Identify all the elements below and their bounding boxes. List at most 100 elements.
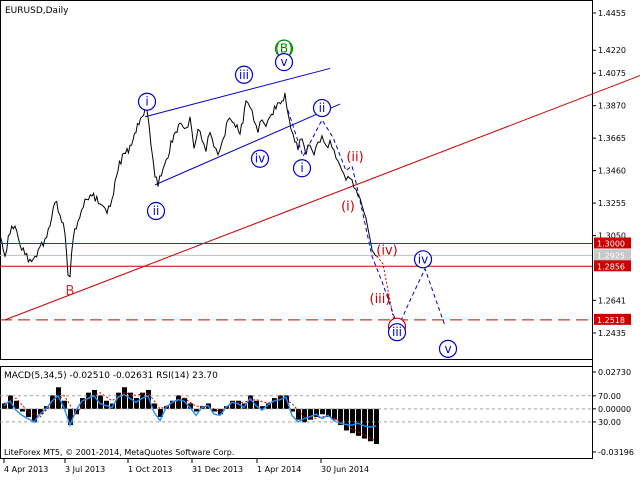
macd-bar [170, 400, 175, 409]
wave-circle [274, 53, 294, 72]
macd-bar [266, 403, 271, 409]
price-label-text: 1.2925 [597, 251, 625, 260]
macd-bar [236, 400, 241, 409]
wave-circle [438, 339, 458, 358]
indicator-tick-label: 30.00 [598, 418, 621, 427]
macd-bar [314, 408, 319, 417]
trendline-long-trend [4, 75, 640, 321]
price-series-layer [0, 92, 378, 278]
main-panel-frame [0, 0, 593, 360]
wave-text: i [300, 161, 303, 175]
macd-bar [338, 408, 343, 426]
price-label-box [594, 249, 631, 261]
wave-label-14: iii [387, 323, 407, 342]
macd-bar [272, 398, 277, 409]
price-tick-label: 1.3050 [598, 232, 626, 241]
macd-bar [212, 408, 217, 412]
price-tick-label: 1.4220 [598, 46, 626, 55]
chart-title: EURUSD,Daily [5, 6, 69, 16]
wave-circle [387, 323, 407, 342]
macd-bar [332, 408, 337, 420]
macd-bar [230, 400, 235, 409]
indicator-header: MACD(5,34,5) -0.02510 -0.02631 RSI(14) 2… [4, 371, 218, 381]
wave-text: (i) [341, 199, 355, 214]
macd-bar [68, 408, 73, 426]
wave-text: B [66, 284, 75, 299]
macd-bar [128, 392, 133, 409]
price-tick-label: 1.2641 [598, 296, 626, 305]
indicator-tick-label: -0.03196 [598, 448, 634, 457]
indicator-axis: 0.02730 70.00 0.00000 30.00 -0.03196 [0, 368, 634, 457]
time-tick-label: 31 Dec 2013 [192, 465, 243, 474]
indicator-tick-label: 0.02730 [598, 368, 631, 377]
macd-bar [176, 395, 181, 409]
macd-bar [158, 408, 163, 417]
macd-bar [248, 395, 253, 409]
macd-bar [260, 406, 265, 409]
macd-bar [278, 395, 283, 409]
macd-bar [134, 398, 139, 409]
macd-bar [38, 408, 43, 415]
macd-bar [20, 408, 25, 412]
macd-bar [152, 403, 157, 409]
wave-text: iii [239, 68, 249, 82]
time-tick-label: 4 Apr 2013 [4, 465, 48, 474]
price-tick-label: 1.3255 [598, 199, 626, 208]
wave-label-0: (B) [274, 39, 294, 58]
price-label-box [594, 237, 631, 249]
trendline-channel-upper [144, 67, 331, 118]
price-label-text: 1.2856 [597, 262, 625, 271]
wave-text: (iv) [376, 244, 397, 259]
macd-bar [350, 408, 355, 434]
wave-circle [146, 201, 166, 221]
wave-label-5: iv [250, 149, 270, 168]
wave-circle [234, 65, 254, 84]
wave-text: i [145, 95, 148, 109]
macd-bar [284, 395, 289, 409]
macd-bar [14, 400, 19, 409]
wave-circle [137, 92, 157, 111]
macd-bar [254, 400, 259, 409]
price-label-text: 1.3000 [597, 239, 625, 248]
macd-bar [368, 408, 373, 442]
wave-circle [312, 98, 332, 118]
macd-bar [140, 392, 145, 409]
macd-bar [62, 400, 67, 409]
indicator-tick-label: 0.00000 [598, 405, 631, 414]
price-axis: 1.4455 1.4220 1.4075 1.3870 1.3665 1.3460 1.32… [592, 9, 626, 338]
wave-text: v [280, 55, 287, 69]
macd-bar [74, 408, 79, 415]
wave-label-10: (iv) [376, 244, 397, 259]
macd-bar [122, 387, 127, 409]
wave-label-2: iii [234, 65, 254, 84]
copyright-text: LiteForex MT5, © 2001-2014, MetaQuotes S… [4, 448, 234, 457]
wave-text: ii [153, 204, 160, 218]
macd-bar [320, 408, 325, 415]
indicator-tick-label: 70.00 [598, 392, 621, 401]
macd-bar [344, 408, 349, 431]
wave-text: iv [418, 252, 428, 266]
price-tick-label: 1.4075 [598, 69, 626, 78]
forecast-path2 [287, 110, 446, 329]
macd-bar [104, 400, 109, 409]
wave-text: (iii) [370, 292, 391, 307]
price-label-box [594, 313, 631, 325]
macd-bar [146, 389, 151, 409]
price-tick-label: 1.3665 [598, 134, 626, 143]
macd-bar [362, 408, 367, 439]
wave-label-16: B [66, 284, 75, 299]
wave-label-11: iv [413, 250, 433, 269]
macd-bar [374, 408, 379, 444]
macd-bar [308, 408, 313, 420]
wave-label-3: i [137, 92, 157, 111]
macd-bar [116, 392, 121, 409]
wave-label-9: (i) [341, 199, 355, 214]
macd-bar [26, 408, 31, 417]
price-tick-label: 1.2435 [598, 329, 626, 338]
macd-signal-line [3, 392, 377, 442]
macd-bar [50, 395, 55, 409]
time-tick-label: 3 Jul 2013 [65, 465, 105, 474]
indicator-layer [2, 387, 379, 444]
main-lines-layer [0, 67, 640, 321]
